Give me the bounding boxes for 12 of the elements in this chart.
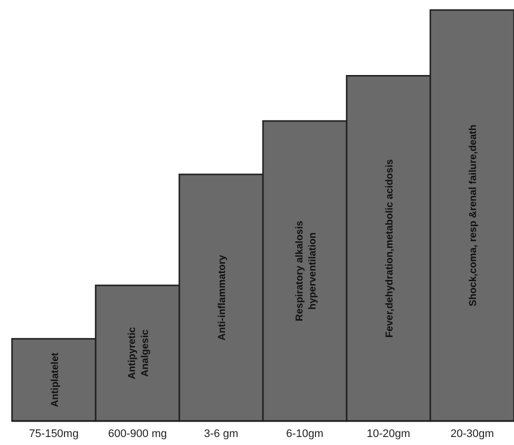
- x-tick-label: 10-20gm: [366, 428, 410, 440]
- annotation: Anti-inflammatory: [217, 254, 228, 340]
- x-tick-label: 75-150mg: [29, 428, 79, 440]
- x-tick-label: 20-30gm: [450, 428, 494, 440]
- annotation: Antiplatelet: [50, 352, 61, 408]
- annotation: Fever,dehydration,metabolic acidosis: [384, 158, 396, 338]
- x-tick-label: 6-10gm: [286, 428, 324, 440]
- annotation: Antipyretic Analgesic: [127, 326, 151, 380]
- annotation: Respiratory alkalosis hyperventilation: [294, 220, 318, 322]
- annotation: Shock,coma, resp &renal failure,death: [468, 124, 480, 306]
- x-tick-label: 3-6 gm: [204, 428, 238, 440]
- x-tick-label: 600-900 mg: [108, 428, 167, 440]
